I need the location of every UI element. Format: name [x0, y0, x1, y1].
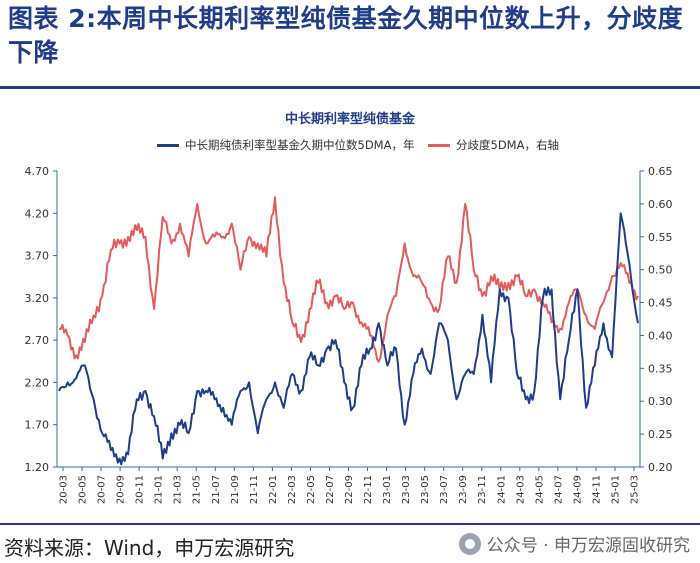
y-right-tick-label: 0.25	[648, 428, 673, 441]
x-tick-label: 22-03	[287, 475, 298, 504]
y-left-tick-label: 1.20	[25, 461, 50, 474]
y-right-tick-label: 0.60	[648, 198, 673, 211]
x-tick-label: 23-03	[401, 475, 412, 504]
chart-legend: 中长期纯债利率型基金久期中位数5DMA，年 分歧度5DMA，右轴	[0, 137, 700, 155]
series-line-duration	[58, 212, 639, 466]
y-left-tick-label: 2.20	[25, 376, 50, 389]
x-tick-label: 24-03	[515, 475, 526, 504]
chart-title: 中长期利率型纯债基金	[284, 112, 415, 127]
x-tick-label: 22-01	[268, 475, 279, 504]
x-tick-label: 22-05	[306, 475, 317, 504]
x-tick-label: 23-07	[439, 475, 450, 504]
y-right-tick-label: 0.55	[648, 231, 673, 244]
x-tick-label: 20-03	[59, 475, 70, 504]
x-tick-label: 24-05	[534, 475, 545, 504]
footer-divider	[0, 523, 700, 525]
source-note: 资料来源：Wind，申万宏源研究	[4, 536, 295, 560]
legend-item-divergence: 分歧度5DMA，右轴	[428, 137, 559, 153]
y-right-tick-label: 0.50	[648, 264, 673, 277]
x-tick-label: 20-07	[97, 475, 108, 504]
x-tick-label: 25-01	[610, 475, 621, 504]
y-left-tick-label: 3.20	[25, 292, 50, 305]
legend-swatch-red	[428, 143, 450, 147]
series-line-divergence	[58, 196, 639, 363]
x-tick-label: 20-05	[78, 475, 89, 504]
line-chart: 1.20 1.70 2.20 2.70 3.20 3.70 4.20 4.70 0.20 0.25…	[25, 165, 673, 504]
wechat-icon	[458, 532, 481, 555]
x-tick-label: 22-07	[325, 475, 336, 504]
legend-item-duration: 中长期纯债利率型基金久期中位数5DMA，年	[157, 137, 414, 153]
x-tick-label: 22-09	[344, 475, 355, 504]
y-right-tick-label: 0.65	[648, 165, 673, 178]
x-tick-label: 24-07	[553, 475, 564, 504]
legend-label-divergence: 分歧度5DMA，右轴	[456, 138, 559, 152]
y-right-tick-label: 0.20	[648, 461, 673, 474]
x-tick-label: 21-05	[192, 475, 203, 504]
y-right-tick-label: 0.30	[648, 395, 673, 408]
x-tick-label: 23-01	[382, 475, 393, 504]
x-tick-label: 20-11	[135, 475, 146, 504]
watermark: 公众号 · 申万宏源固收研究	[458, 531, 690, 556]
y-left-tick-label: 3.70	[25, 250, 50, 263]
x-tick-label: 24-11	[591, 475, 602, 504]
figure-title: 图表 2:本周中长期利率型纯债基金久期中位数上升，分歧度下降	[8, 4, 684, 67]
x-tick-label: 25-03	[630, 475, 641, 504]
x-tick-label: 21-11	[249, 475, 260, 504]
y-right-tick-label: 0.40	[648, 329, 673, 342]
y-left-tick-label: 1.70	[25, 419, 50, 432]
x-tick-label: 23-09	[458, 475, 469, 504]
x-tick-label: 21-01	[154, 475, 165, 504]
x-tick-label: 23-05	[420, 475, 431, 504]
x-tick-label: 24-09	[572, 475, 583, 504]
legend-label-duration: 中长期纯债利率型基金久期中位数5DMA，年	[185, 138, 415, 152]
y-left-tick-label: 2.70	[25, 334, 50, 347]
watermark-text: 公众号 · 申万宏源固收研究	[486, 536, 690, 556]
title-divider	[0, 86, 700, 89]
y-right-tick-label: 0.35	[648, 362, 673, 375]
y-left-tick-label: 4.70	[25, 165, 50, 178]
x-tick-label: 21-09	[230, 475, 241, 504]
x-tick-label: 21-07	[211, 475, 222, 504]
x-tick-label: 22-11	[363, 475, 374, 504]
y-left-tick-label: 4.20	[25, 207, 50, 220]
x-tick-label: 23-11	[477, 475, 488, 504]
x-tick-label: 20-09	[116, 475, 127, 504]
legend-swatch-blue	[157, 143, 179, 147]
y-right-tick-label: 0.45	[648, 297, 673, 310]
x-tick-label: 24-01	[496, 475, 507, 504]
x-tick-label: 21-03	[173, 475, 184, 504]
